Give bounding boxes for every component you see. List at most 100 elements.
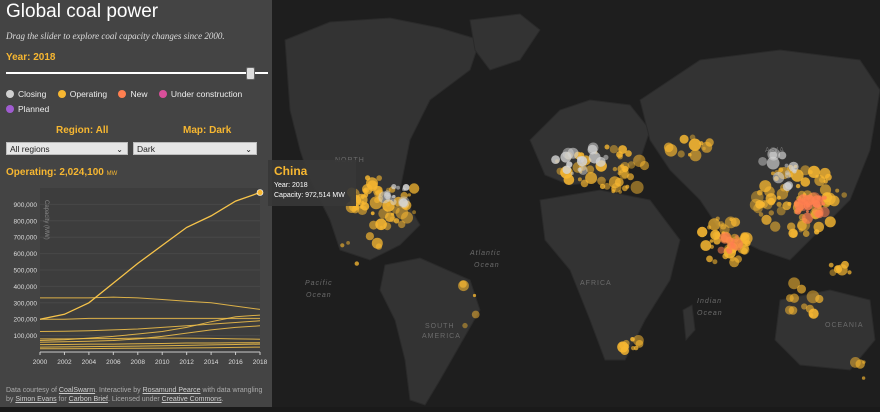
plant-marker[interactable] <box>829 269 837 276</box>
plant-marker[interactable] <box>412 210 416 215</box>
plant-marker[interactable] <box>369 220 379 230</box>
plant-marker[interactable] <box>379 225 383 229</box>
plant-marker[interactable] <box>828 262 834 268</box>
legend-item-operating[interactable]: Operating <box>57 89 107 99</box>
map-style-select[interactable]: Dark ⌄ <box>133 142 257 155</box>
plant-marker[interactable] <box>758 157 767 166</box>
plant-marker[interactable] <box>823 192 836 206</box>
legend-item-planned[interactable]: Planned <box>6 104 49 114</box>
plant-marker[interactable] <box>805 202 811 208</box>
plant-marker[interactable] <box>608 176 621 189</box>
plant-marker[interactable] <box>407 193 411 197</box>
plant-marker[interactable] <box>390 212 395 216</box>
plant-marker[interactable] <box>472 293 477 298</box>
plant-marker[interactable] <box>801 212 813 224</box>
plant-marker[interactable] <box>399 198 408 208</box>
plant-marker[interactable] <box>796 199 809 211</box>
plant-marker[interactable] <box>400 191 408 200</box>
plant-marker[interactable] <box>663 142 674 153</box>
plant-marker[interactable] <box>753 203 763 214</box>
plant-marker[interactable] <box>597 176 606 186</box>
legend-item-closing[interactable]: Closing <box>6 89 46 99</box>
plant-marker[interactable] <box>717 246 725 254</box>
plant-marker[interactable] <box>800 177 811 187</box>
plant-marker[interactable] <box>370 211 375 216</box>
plant-marker[interactable] <box>735 234 739 239</box>
plant-marker[interactable] <box>577 167 582 172</box>
plant-marker[interactable] <box>807 165 821 178</box>
plant-marker[interactable] <box>689 134 696 141</box>
plant-marker[interactable] <box>355 193 368 206</box>
plant-marker[interactable] <box>577 177 582 182</box>
plant-marker[interactable] <box>718 221 724 227</box>
plant-marker[interactable] <box>391 184 397 190</box>
plant-marker[interactable] <box>402 184 410 191</box>
plant-marker[interactable] <box>617 164 626 173</box>
plant-marker[interactable] <box>772 171 785 184</box>
plant-marker[interactable] <box>611 189 616 194</box>
plant-marker[interactable] <box>797 220 807 231</box>
plant-marker[interactable] <box>401 211 413 224</box>
plant-marker[interactable] <box>585 172 598 184</box>
plant-marker[interactable] <box>721 233 731 243</box>
plant-marker[interactable] <box>708 218 721 231</box>
plant-marker[interactable] <box>778 151 787 160</box>
plant-marker[interactable] <box>631 346 636 351</box>
plant-marker[interactable] <box>386 202 391 207</box>
plant-marker[interactable] <box>769 151 778 159</box>
plant-marker[interactable] <box>761 214 772 225</box>
plant-marker[interactable] <box>758 212 764 217</box>
plant-marker[interactable] <box>384 190 391 197</box>
plant-marker[interactable] <box>720 223 727 230</box>
plant-marker[interactable] <box>788 277 800 290</box>
plant-marker[interactable] <box>811 195 824 208</box>
plant-marker[interactable] <box>782 182 792 192</box>
plant-marker[interactable] <box>603 154 609 160</box>
plant-marker[interactable] <box>471 310 480 319</box>
plant-marker[interactable] <box>562 165 572 174</box>
plant-marker[interactable] <box>795 183 801 189</box>
plant-marker[interactable] <box>730 217 741 227</box>
plant-marker[interactable] <box>578 156 585 163</box>
plant-marker[interactable] <box>790 230 798 238</box>
plant-marker[interactable] <box>788 161 799 172</box>
plant-marker[interactable] <box>586 165 595 174</box>
plant-marker[interactable] <box>705 138 714 147</box>
plant-marker[interactable] <box>570 171 574 175</box>
plant-marker[interactable] <box>776 201 782 207</box>
plant-marker[interactable] <box>824 216 836 228</box>
plant-marker[interactable] <box>617 171 622 176</box>
plant-marker[interactable] <box>612 166 618 172</box>
plant-marker[interactable] <box>739 245 750 255</box>
plant-marker[interactable] <box>706 255 713 263</box>
author-link[interactable]: Rosamund Pearce <box>142 387 201 394</box>
license-link[interactable]: Creative Commons <box>161 396 222 403</box>
plant-marker[interactable] <box>785 305 794 315</box>
plant-marker[interactable] <box>746 234 750 238</box>
plant-marker[interactable] <box>677 150 685 158</box>
plant-marker[interactable] <box>855 359 865 369</box>
plant-marker[interactable] <box>462 322 468 329</box>
plant-marker[interactable] <box>819 167 831 179</box>
plant-marker[interactable] <box>408 183 420 194</box>
plant-marker[interactable] <box>618 190 622 194</box>
plant-marker[interactable] <box>396 185 400 190</box>
plant-marker[interactable] <box>621 171 629 179</box>
plant-marker[interactable] <box>812 206 824 218</box>
plant-marker[interactable] <box>560 151 572 163</box>
plant-marker[interactable] <box>725 247 730 252</box>
plant-marker[interactable] <box>551 155 560 165</box>
plant-marker[interactable] <box>766 156 780 170</box>
plant-marker[interactable] <box>627 173 634 181</box>
plant-marker[interactable] <box>392 206 400 214</box>
plant-marker[interactable] <box>340 243 345 248</box>
coalswarm-link[interactable]: CoalSwarm <box>58 387 96 394</box>
plant-marker[interactable] <box>609 145 619 154</box>
plant-marker[interactable] <box>841 192 847 198</box>
plant-marker[interactable] <box>836 264 848 276</box>
plant-marker[interactable] <box>802 230 810 237</box>
plant-marker[interactable] <box>813 221 825 233</box>
data-author-link[interactable]: Simon Evans <box>15 396 57 403</box>
plant-marker[interactable] <box>699 141 704 146</box>
